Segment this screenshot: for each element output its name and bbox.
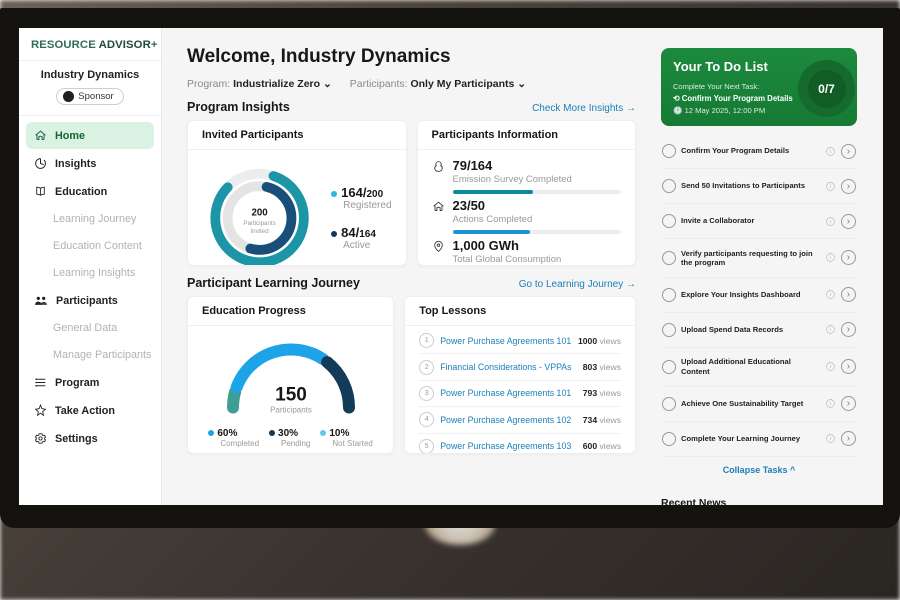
svg-text:i: i <box>830 437 831 443</box>
svg-text:Invited: Invited <box>250 228 269 235</box>
svg-text:i: i <box>830 365 831 371</box>
svg-text:i: i <box>830 219 831 225</box>
svg-text:i: i <box>830 184 831 190</box>
svg-text:200: 200 <box>251 207 268 218</box>
svg-text:i: i <box>830 328 831 334</box>
svg-text:i: i <box>830 293 831 299</box>
svg-text:i: i <box>830 402 831 408</box>
svg-text:i: i <box>830 256 831 262</box>
svg-text:i: i <box>830 149 831 155</box>
svg-text:Participants: Participants <box>243 220 275 227</box>
svg-text:Participants: Participants <box>270 406 312 415</box>
svg-text:150: 150 <box>275 385 307 406</box>
